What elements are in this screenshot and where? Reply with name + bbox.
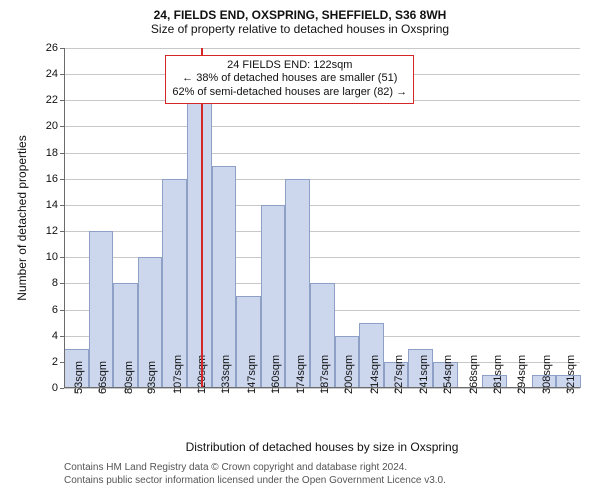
x-tick-label: 268sqm [468,355,480,394]
histogram-bar [187,100,212,388]
grid-line [64,179,580,180]
annotation-line: 62% of semi-detached houses are larger (… [172,86,407,100]
chart-header: 24, FIELDS END, OXSPRING, SHEFFIELD, S36… [0,0,600,36]
x-tick-label: 254sqm [442,355,454,394]
y-tick-label: 14 [46,199,58,211]
y-tick-label: 4 [52,330,58,342]
x-tick-label: 321sqm [565,355,577,394]
x-tick-label: 200sqm [343,355,355,394]
x-tick-label: 80sqm [123,361,135,394]
x-tick-label: 160sqm [270,355,282,394]
x-tick-label: 214sqm [369,355,381,394]
x-tick-label: 308sqm [541,355,553,394]
footer-line-2: Contains public sector information licen… [64,475,446,488]
x-tick-label: 241sqm [418,355,430,394]
y-tick-label: 12 [46,225,58,237]
y-tick-label: 18 [46,147,58,159]
y-tick-label: 22 [46,94,58,106]
x-tick-label: 66sqm [97,361,109,394]
x-tick-label: 107sqm [172,355,184,394]
x-tick-label: 174sqm [295,355,307,394]
y-tick-label: 2 [52,356,58,368]
annotation-line: 24 FIELDS END: 122sqm [172,59,407,73]
x-tick-label: 294sqm [516,355,528,394]
x-tick-label: 187sqm [319,355,331,394]
x-tick-label: 227sqm [393,355,405,394]
property-annotation: 24 FIELDS END: 122sqm← 38% of detached h… [165,55,414,104]
x-tick-label: 281sqm [492,355,504,394]
x-tick-label: 53sqm [73,361,85,394]
y-tick-label: 8 [52,277,58,289]
x-tick-label: 147sqm [246,355,258,394]
footer-line-1: Contains HM Land Registry data © Crown c… [64,462,446,475]
attribution-footer: Contains HM Land Registry data © Crown c… [64,462,446,487]
grid-line [64,153,580,154]
x-tick-label: 93sqm [146,361,158,394]
annotation-line: ← 38% of detached houses are smaller (51… [172,72,407,86]
y-tick-label: 16 [46,173,58,185]
y-axis-label: Number of detached properties [15,135,29,300]
chart-subtitle: Size of property relative to detached ho… [0,22,600,36]
x-axis-label: Distribution of detached houses by size … [186,440,459,454]
grid-line [64,231,580,232]
histogram-plot: 0246810121416182022242653sqm66sqm80sqm93… [64,48,580,388]
y-tick-label: 26 [46,42,58,54]
chart-title: 24, FIELDS END, OXSPRING, SHEFFIELD, S36… [0,8,600,22]
y-tick-label: 6 [52,304,58,316]
x-tick-label: 133sqm [220,355,232,394]
grid-line [64,205,580,206]
y-tick-label: 24 [46,68,58,80]
y-tick-label: 20 [46,120,58,132]
grid-line [64,48,580,49]
y-tick-label: 10 [46,251,58,263]
grid-line [64,126,580,127]
y-tick-label: 0 [52,382,58,394]
